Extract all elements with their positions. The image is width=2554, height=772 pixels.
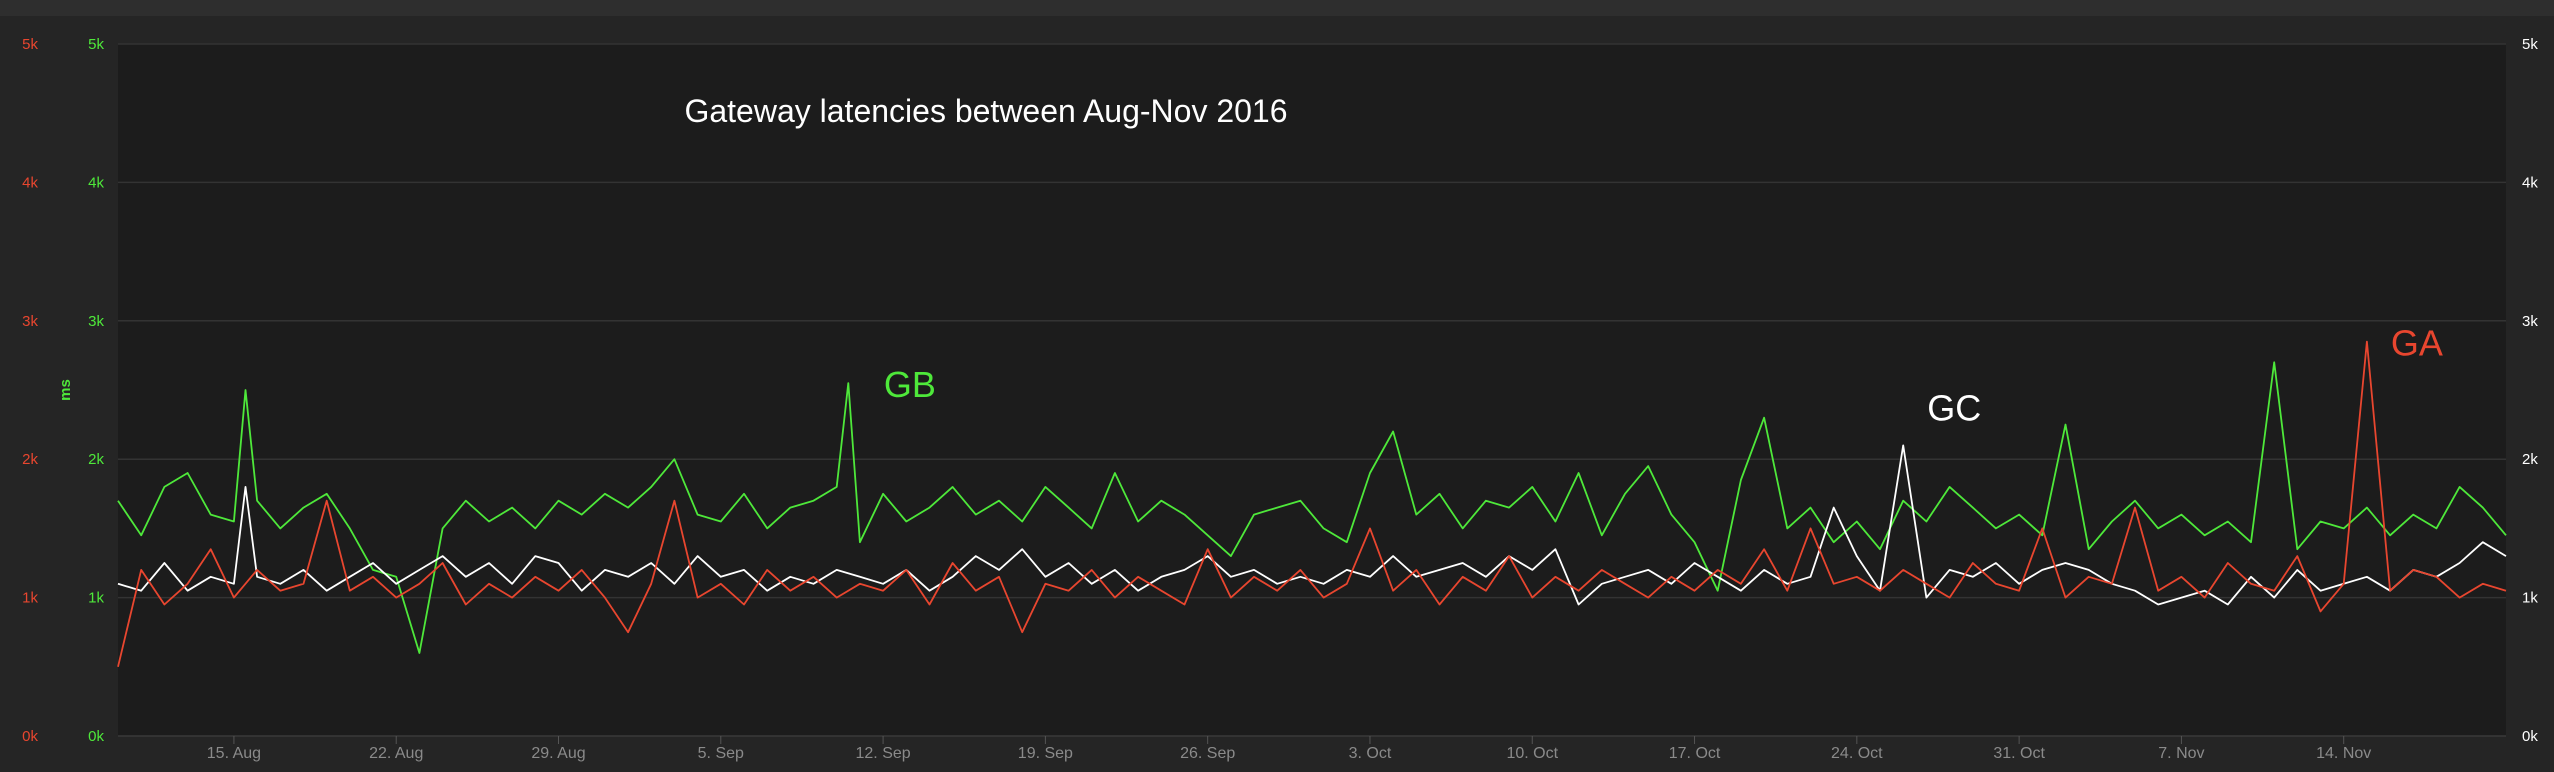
series-line-gb bbox=[117, 361, 2507, 654]
x-tick-label: 31. Oct bbox=[1993, 745, 2045, 762]
annotation-ga: GA bbox=[2391, 322, 2443, 363]
y-tick-label-right: 5k bbox=[2522, 36, 2538, 53]
y-tick-label-left-outer: 2k bbox=[22, 451, 38, 468]
x-tick-label: 17. Oct bbox=[1669, 745, 1721, 762]
y-tick-label-left-outer: 1k bbox=[22, 590, 38, 607]
x-axis: 15. Aug 22. Aug 29. Aug 5. Sep 12. Sep 19. Se… bbox=[207, 736, 2371, 762]
annotation-gc: GC bbox=[1927, 387, 1981, 428]
y-tick-label-right: 0k bbox=[2522, 728, 2538, 745]
chart-title: Gateway latencies between Aug-Nov 2016 bbox=[684, 93, 1287, 129]
series-lines bbox=[117, 340, 2507, 668]
x-tick-label: 5. Sep bbox=[698, 745, 744, 762]
x-tick-label: 7. Nov bbox=[2158, 745, 2204, 762]
y-tick-label-left-inner: 4k bbox=[88, 174, 104, 191]
y-tick-label-right: 3k bbox=[2522, 313, 2538, 330]
x-tick-label: 29. Aug bbox=[531, 745, 585, 762]
x-tick-label: 12. Sep bbox=[856, 745, 911, 762]
x-tick-label: 19. Sep bbox=[1018, 745, 1073, 762]
x-tick-label: 24. Oct bbox=[1831, 745, 1883, 762]
x-tick-label: 26. Sep bbox=[1180, 745, 1235, 762]
y-tick-label-left-inner: 2k bbox=[88, 451, 104, 468]
y-tick-label-left-outer: 0k bbox=[22, 728, 38, 745]
x-tick-label: 3. Oct bbox=[1349, 745, 1392, 762]
x-tick-label: 15. Aug bbox=[207, 745, 261, 762]
series-line-gc bbox=[117, 444, 2507, 606]
annotations: GB GC GA bbox=[884, 322, 2443, 428]
y-tick-label-left-outer: 3k bbox=[22, 313, 38, 330]
chart-top-border bbox=[0, 0, 2554, 16]
y-tick-label-left-inner: 0k bbox=[88, 728, 104, 745]
y-tick-label-left-inner: 1k bbox=[88, 590, 104, 607]
annotation-gb: GB bbox=[884, 364, 936, 405]
plot-area bbox=[118, 44, 2506, 736]
y-tick-label-left-inner: 3k bbox=[88, 313, 104, 330]
x-tick-label: 22. Aug bbox=[369, 745, 423, 762]
series-line-ga bbox=[117, 340, 2507, 668]
x-tick-label: 10. Oct bbox=[1506, 745, 1558, 762]
y-axes: 0k 0k 0k 1k 1k 1k 2k 2k 2k 3k 3k 3k 4k 4k 4k 5k 5k 5k bbox=[22, 36, 2538, 745]
y-axis-label: ms bbox=[57, 379, 74, 401]
y-tick-label-right: 2k bbox=[2522, 451, 2538, 468]
y-tick-label-left-outer: 4k bbox=[22, 174, 38, 191]
y-tick-label-right: 4k bbox=[2522, 174, 2538, 191]
y-tick-label-left-inner: 5k bbox=[88, 36, 104, 53]
y-tick-label-left-outer: 5k bbox=[22, 36, 38, 53]
grid-lines bbox=[118, 43, 2506, 737]
y-tick-label-right: 1k bbox=[2522, 590, 2538, 607]
x-tick-label: 14. Nov bbox=[2316, 745, 2371, 762]
